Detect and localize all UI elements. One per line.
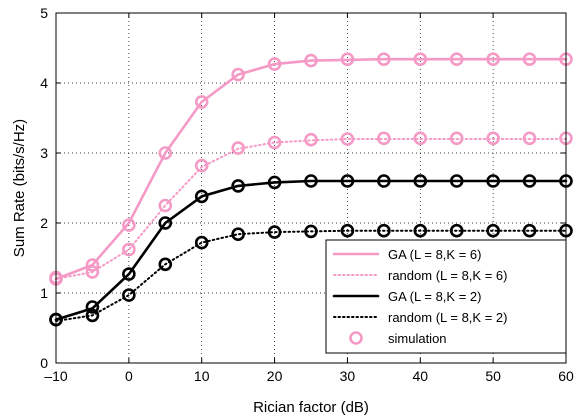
simulation-marker [267, 57, 282, 71]
simulation-marker [486, 131, 500, 146]
x-tick-label: 40 [412, 368, 428, 384]
y-tick-label: 3 [40, 145, 48, 161]
series-line-1 [54, 57, 568, 281]
simulation-marker [522, 174, 537, 188]
simulation-marker [122, 267, 136, 281]
simulation-marker [194, 158, 209, 173]
simulation-marker [85, 308, 100, 323]
simulation-marker [122, 218, 136, 232]
simulation-marker [85, 265, 100, 279]
simulation-marker [267, 135, 282, 150]
x-axis-label: Rician factor (dB) [253, 399, 369, 416]
x-tick-label: –10 [44, 368, 68, 384]
simulation-marker [158, 257, 173, 272]
legend-entry-label: GA (L = 8,K = 6) [388, 247, 481, 262]
simulation-marker [231, 141, 245, 155]
simulation-marker [413, 223, 428, 238]
series-line-4 [55, 229, 567, 322]
simulation-marker [85, 258, 100, 272]
x-tick-label: 50 [485, 368, 501, 384]
simulation-marker [267, 225, 282, 239]
y-tick-label: 1 [40, 285, 48, 301]
simulation-marker [85, 300, 100, 314]
simulation-markers [49, 52, 573, 327]
y-tick-label: 4 [40, 75, 48, 91]
simulation-marker [122, 288, 136, 302]
legend-entry-label: GA (L = 8,K = 2) [388, 289, 481, 304]
simulation-marker [340, 223, 355, 238]
series-line-3 [54, 179, 568, 321]
simulation-marker [122, 242, 136, 257]
simulation-marker [486, 174, 500, 188]
simulation-marker [340, 132, 355, 146]
simulation-marker [377, 223, 391, 238]
y-axis-label: Sum Rate (bits/s/Hz) [11, 119, 28, 257]
simulation-marker [304, 132, 318, 147]
x-tick-label: 60 [558, 368, 574, 384]
simulation-marker [449, 131, 464, 146]
simulation-marker [304, 174, 318, 188]
simulation-marker [231, 179, 245, 193]
simulation-marker [522, 52, 537, 67]
simulation-marker [158, 198, 173, 213]
simulation-marker [486, 223, 500, 238]
legend-entry-label: simulation [388, 331, 447, 346]
series-line-2 [55, 138, 567, 280]
simulation-marker [158, 146, 173, 160]
simulation-marker [158, 216, 173, 230]
simulation-marker [377, 52, 391, 67]
x-tick-label: 30 [340, 368, 356, 384]
simulation-marker [522, 223, 537, 238]
y-tick-label: 2 [40, 215, 48, 231]
plot-frame [55, 12, 567, 364]
simulation-marker [340, 174, 355, 188]
x-tick-label: 10 [194, 368, 210, 384]
legend-marker-swatch [349, 331, 363, 345]
x-tick-label: 20 [267, 368, 283, 384]
simulation-marker [377, 131, 391, 146]
simulation-marker [340, 52, 355, 67]
simulation-marker [449, 52, 464, 67]
simulation-marker [194, 235, 209, 250]
simulation-marker [522, 131, 537, 146]
legend: GA (L = 8,K = 6) random (L = 8,K = 6) GA (… [325, 239, 567, 354]
y-tick-label: 0 [40, 355, 48, 371]
simulation-marker [486, 52, 500, 67]
simulation-marker [413, 174, 428, 188]
legend-entry-label: random (L = 8,K = 6) [388, 268, 507, 283]
simulation-marker [413, 131, 428, 146]
simulation-marker [413, 52, 428, 67]
simulation-marker [267, 175, 282, 190]
simulation-marker [449, 223, 464, 238]
simulation-marker [304, 224, 318, 239]
x-tick-label: 0 [125, 368, 133, 384]
simulation-marker [304, 53, 318, 68]
simulation-marker [194, 189, 209, 204]
series-lines [54, 57, 568, 322]
y-tick-label: 5 [40, 5, 48, 21]
simulation-marker [377, 174, 391, 188]
simulation-marker [449, 174, 464, 188]
simulation-marker [231, 227, 245, 241]
simulation-marker [231, 67, 245, 82]
legend-entry-label: random (L = 8,K = 2) [388, 310, 507, 325]
simulation-marker [194, 95, 209, 109]
